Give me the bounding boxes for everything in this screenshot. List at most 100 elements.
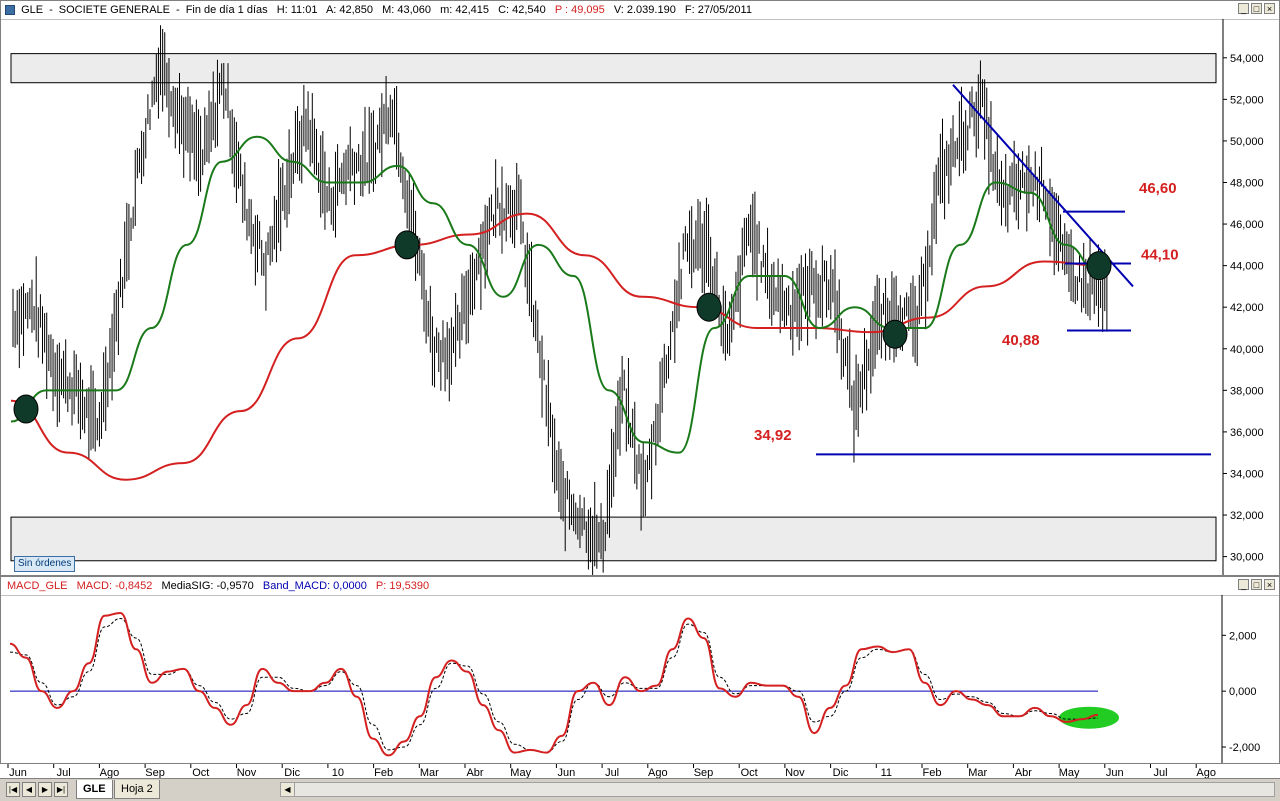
window-controls: _ □ × [1236, 3, 1275, 15]
header-symbol: GLE [21, 4, 44, 16]
macd-band-value: Band_MACD: 0,0000 [262, 580, 367, 592]
price-zone [10, 516, 1217, 562]
price-y-tick-label: 32,000 [1230, 510, 1264, 522]
x-tick-label: Mar [968, 767, 987, 779]
chart-window-icon [5, 5, 15, 15]
x-tick-label: May [510, 767, 531, 779]
price-y-tick-label: 54,000 [1230, 53, 1264, 65]
price-chart-pane: GLE - SOCIETE GENERALE - Fin de día 1 días H… [0, 0, 1280, 576]
price-y-tick-label: 50,000 [1230, 136, 1264, 148]
price-y-tick-label: 40,000 [1230, 344, 1264, 356]
price-y-tick-label: 38,000 [1230, 385, 1264, 397]
prev-sheet-icon[interactable]: ◀ [22, 782, 36, 797]
x-tick-label: Ago [100, 767, 120, 779]
header-volume: V: 2.039.190 [613, 4, 676, 16]
x-tick-label: Sep [145, 767, 165, 779]
x-axis: Jun Jul Ago Sep Oct Nov Dic 10 Feb Mar Abr May Jun Ju… [0, 764, 1280, 780]
x-tick-label: Jul [1153, 767, 1167, 779]
x-tick-label: Jun [9, 767, 27, 779]
close-icon[interactable]: × [1264, 3, 1275, 14]
crossover-marker [882, 319, 908, 349]
level-annotation: 34,92 [754, 427, 792, 444]
macd-value: MACD: -0,8452 [76, 580, 153, 592]
level-annotation: 44,10 [1141, 246, 1179, 263]
crossover-marker [13, 394, 39, 424]
first-sheet-icon[interactable]: |◀ [6, 782, 20, 797]
macd-signal-line [9, 618, 1099, 754]
x-tick-label: Abr [466, 767, 483, 779]
sma-slow-line [10, 212, 1102, 481]
tab-hoja-2[interactable]: Hoja 2 [114, 780, 160, 799]
header-name: SOCIETE GENERALE [58, 4, 171, 16]
price-y-tick-label: 30,000 [1230, 552, 1264, 564]
x-tick-label: Oct [192, 767, 209, 779]
crossover-marker [394, 230, 420, 260]
next-sheet-icon[interactable]: ▶ [38, 782, 52, 797]
header-time: H: 11:01 [276, 4, 318, 16]
x-tick-label: Feb [923, 767, 942, 779]
maximize-icon[interactable]: □ [1251, 579, 1262, 590]
price-bars [12, 25, 1108, 575]
macd-y-tick-label: -2,000 [1229, 742, 1260, 754]
x-tick-label: Dic [833, 767, 849, 779]
minimize-icon[interactable]: _ [1238, 3, 1249, 14]
crossover-marker [1086, 251, 1112, 281]
header-date: F: 27/05/2011 [684, 4, 752, 16]
x-tick-label: Oct [741, 767, 758, 779]
header-open: A: 42,850 [325, 4, 374, 16]
x-tick-label: Nov [237, 767, 257, 779]
x-tick-label: Ago [1196, 767, 1216, 779]
macd-signal-value: MediaSIG: -0,9570 [161, 580, 254, 592]
x-tick-label: May [1059, 767, 1080, 779]
x-tick-label: Jun [558, 767, 576, 779]
header-high: M: 43,060 [382, 4, 432, 16]
x-tick-label: Abr [1015, 767, 1032, 779]
macd-name: MACD_GLE [7, 580, 68, 592]
close-icon[interactable]: × [1264, 579, 1275, 590]
x-tick-label: Sep [694, 767, 714, 779]
tab-gle[interactable]: GLE [76, 780, 113, 799]
horizontal-scrollbar[interactable]: ◀ [280, 782, 1275, 797]
x-tick-label: Dic [284, 767, 300, 779]
price-chart-svg[interactable]: 30,000 32,000 34,000 36,000 38,000 40,000 42,0… [1, 19, 1279, 575]
x-tick-label: Jul [605, 767, 619, 779]
header-low: m: 42,415 [440, 4, 489, 16]
macd-y-tick-label: 0,000 [1229, 686, 1257, 698]
price-y-tick-label: 34,000 [1230, 468, 1264, 480]
price-y-tick-label: 48,000 [1230, 177, 1264, 189]
price-titlebar: GLE - SOCIETE GENERALE - Fin de día 1 días H… [1, 1, 1279, 20]
price-y-tick-label: 36,000 [1230, 427, 1264, 439]
x-tick-label: Jul [57, 767, 71, 779]
header-interval: Fin de día 1 días [185, 4, 268, 16]
macd-pane: MACD_GLE MACD: -0,8452 MediaSIG: -0,9570… [0, 576, 1280, 764]
price-y-tick-label: 42,000 [1230, 302, 1264, 314]
x-tick-label: Feb [374, 767, 393, 779]
macd-p-value: P: 19,5390 [375, 580, 430, 592]
x-tick-label: Ago [648, 767, 668, 779]
price-y-tick-label: 46,000 [1230, 219, 1264, 231]
level-annotation: 40,88 [1002, 332, 1040, 349]
minimize-icon[interactable]: _ [1238, 579, 1249, 590]
maximize-icon[interactable]: □ [1251, 3, 1262, 14]
sma-fast-line [10, 135, 1102, 454]
x-tick-label: 10 [332, 767, 344, 779]
crossover-marker [696, 292, 722, 322]
price-y-tick-label: 52,000 [1230, 94, 1264, 106]
x-tick-label: 11 [881, 767, 892, 779]
header-close: C: 42,540 [498, 4, 546, 16]
macd-chart-svg[interactable]: -2,000 0,000 2,000 [0, 595, 1278, 763]
x-tick-label: Nov [785, 767, 805, 779]
macd-line [9, 611, 1099, 757]
x-tick-label: Jun [1106, 767, 1124, 779]
x-tick-label: Mar [420, 767, 439, 779]
level-annotation: 46,60 [1139, 180, 1177, 197]
price-zone [10, 53, 1217, 84]
last-sheet-icon[interactable]: ▶| [54, 782, 68, 797]
macd-window-controls: _ □ × [1236, 579, 1275, 591]
macd-titlebar: MACD_GLE MACD: -0,8452 MediaSIG: -0,9570… [1, 577, 1279, 596]
sheet-tab-bar: |◀ ◀ ▶ ▶| GLE Hoja 2 ◀ [0, 778, 1280, 801]
header-p: P : 49,095 [554, 4, 605, 16]
orders-badge[interactable]: Sin órdenes [14, 556, 76, 572]
scroll-left-icon[interactable]: ◀ [281, 783, 295, 796]
macd-y-tick-label: 2,000 [1229, 630, 1257, 642]
